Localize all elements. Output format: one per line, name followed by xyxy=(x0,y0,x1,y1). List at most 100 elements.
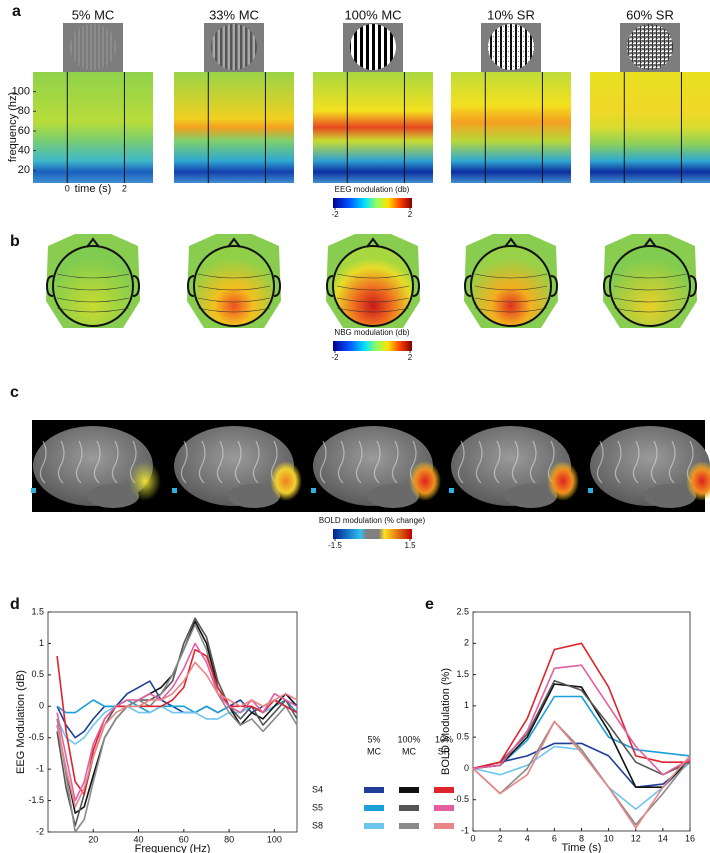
x-tick-label: 20 xyxy=(88,834,98,844)
topomap-contour xyxy=(56,307,130,313)
topomap-ear xyxy=(689,275,698,297)
y-tick-label: 1.5 xyxy=(31,606,44,616)
x-tick-label: 40 xyxy=(134,834,144,844)
y-tick-label: 80 xyxy=(18,105,30,117)
brain-sulcus xyxy=(529,440,537,484)
colorbar-tick-label: 2 xyxy=(408,353,413,362)
brain-sulcus xyxy=(650,440,658,484)
brain-sulcus xyxy=(457,440,465,484)
series-line xyxy=(56,617,298,827)
topomap-contour xyxy=(613,297,687,303)
brain-sulcus xyxy=(216,440,224,484)
brain-sulcus xyxy=(180,440,188,484)
legend-swatch xyxy=(399,823,419,829)
topomap-contour xyxy=(56,285,130,291)
topomap-contour xyxy=(197,285,271,291)
y-tick-label: -0.5 xyxy=(453,794,469,804)
x-tick-label: 6 xyxy=(552,833,557,843)
condition-title: 100% MC xyxy=(344,7,401,22)
legend-row-label: S4 xyxy=(312,784,323,794)
brain-sulcus xyxy=(39,440,47,484)
legend-swatch xyxy=(434,805,454,811)
y-tick-label: 1 xyxy=(464,700,469,710)
brain-sulcus xyxy=(111,440,119,484)
topomap-contour xyxy=(197,297,271,303)
y-axis-label: frequency (hz) xyxy=(7,92,19,162)
colorbar-tick-label: -1.5 xyxy=(328,541,342,550)
topomap-ear xyxy=(45,275,54,297)
brain-cerebellum xyxy=(228,484,280,508)
y-axis-label: BOLD Modulation (%) xyxy=(440,668,452,775)
legend-row-label: S8 xyxy=(312,820,323,830)
brain-sulcus xyxy=(373,440,381,484)
topomap-contour xyxy=(56,297,130,303)
spectrogram xyxy=(451,72,571,183)
brain-cerebellum xyxy=(644,484,696,508)
topomap xyxy=(193,245,275,327)
bold-deactivation xyxy=(172,488,177,493)
y-tick-label: -1.5 xyxy=(28,795,44,805)
colorbar-tick-label: 2 xyxy=(408,210,413,219)
condition-title: 5% MC xyxy=(72,7,115,22)
panel-label: e xyxy=(425,596,434,613)
stimulus-grating xyxy=(70,24,116,70)
topomap-ear xyxy=(412,275,421,297)
brain-sulcus xyxy=(319,440,327,484)
topomap-contour xyxy=(613,285,687,291)
colorbar-label: NBG modulation (db) xyxy=(334,328,409,337)
bold-activation xyxy=(547,461,579,501)
x-tick-label: 4 xyxy=(525,833,530,843)
x-tick-label: 60 xyxy=(179,834,189,844)
panel-label: a xyxy=(12,3,21,20)
topomap-contour xyxy=(336,273,410,279)
x-tick-label: 0 xyxy=(65,183,70,193)
topomap-contour xyxy=(474,285,548,291)
legend-swatch xyxy=(364,805,384,811)
topomap-contour xyxy=(197,273,271,279)
topomap-ear xyxy=(186,275,195,297)
x-tick-label: 2 xyxy=(122,183,127,193)
series-line xyxy=(56,661,298,808)
legend-swatch xyxy=(434,787,454,793)
topomap-nose xyxy=(643,237,657,248)
y-tick-label: 0.5 xyxy=(31,669,44,679)
spectrogram xyxy=(313,72,433,183)
brain-sulcus xyxy=(391,440,399,484)
brain-sulcus xyxy=(198,440,206,484)
y-tick-label: 60 xyxy=(18,125,30,137)
x-tick-label: 100 xyxy=(267,834,282,844)
bold-activation xyxy=(686,461,710,501)
y-tick-label: 0 xyxy=(39,701,44,711)
legend-swatch xyxy=(399,787,419,793)
brain-sulcus xyxy=(57,440,65,484)
topomap-ear xyxy=(273,275,282,297)
y-tick-label: 40 xyxy=(18,144,30,156)
legend-swatch xyxy=(434,823,454,829)
x-tick-label: 8 xyxy=(579,833,584,843)
brain-cerebellum xyxy=(505,484,557,508)
series-line xyxy=(56,623,298,833)
x-tick-label: 12 xyxy=(631,833,641,843)
bold-deactivation xyxy=(311,488,316,493)
series-line xyxy=(472,720,691,826)
legend-swatch xyxy=(364,787,384,793)
brain-sulcus xyxy=(475,440,483,484)
legend-column-label: 100% xyxy=(397,734,420,744)
brain-sulcus xyxy=(614,440,622,484)
colorbar-tick-label: -2 xyxy=(331,210,339,219)
topomap xyxy=(52,245,134,327)
topomap xyxy=(470,245,552,327)
bold-deactivation xyxy=(449,488,454,493)
bold-deactivation xyxy=(31,488,36,493)
legend-column-label: SR xyxy=(438,746,451,756)
topomap-contour xyxy=(474,307,548,313)
brain-sulcus xyxy=(668,440,676,484)
stimulus-grating xyxy=(627,24,673,70)
legend-column-label: MC xyxy=(367,746,381,756)
series-line xyxy=(472,742,691,788)
x-tick-label: 80 xyxy=(224,834,234,844)
y-tick-label: 2 xyxy=(464,638,469,648)
colorbar xyxy=(333,198,412,208)
brain-sulcus xyxy=(337,440,345,484)
